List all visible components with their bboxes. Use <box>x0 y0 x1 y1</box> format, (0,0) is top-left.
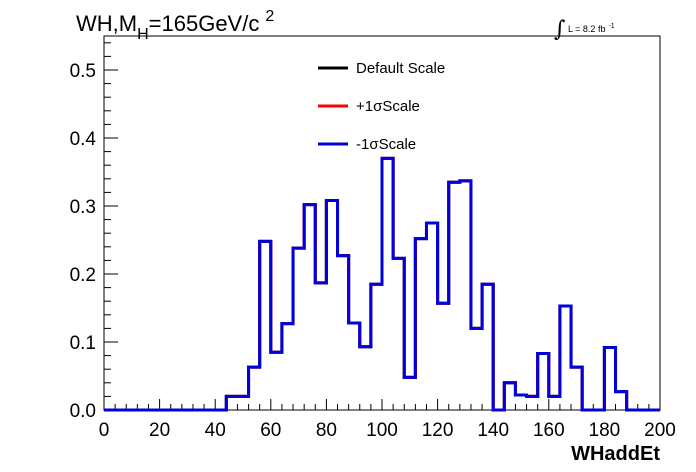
lumi-superscript: -1 <box>608 23 614 30</box>
y-tick-label: 0.5 <box>70 61 96 82</box>
x-tick-label: 200 <box>644 420 676 441</box>
series-line-2 <box>104 156 660 412</box>
series-layer <box>104 156 660 412</box>
x-axis: 0 20 40 60 80 100 120 140 160 180 200 <box>99 399 676 441</box>
x-tick-label: 100 <box>366 420 398 441</box>
legend: Default Scale +1σScale -1σScale <box>318 60 445 153</box>
y-axis: 0.0 0.1 0.2 0.3 0.4 0.5 <box>70 42 118 422</box>
title-subscript: H <box>137 26 149 43</box>
x-tick-label: 40 <box>205 420 226 441</box>
y-tick-label: 0.0 <box>70 401 96 422</box>
title-superscript: 2 <box>265 8 274 25</box>
y-tick-label: 0.2 <box>70 265 96 286</box>
x-tick-label: 60 <box>260 420 281 441</box>
legend-label-1: +1σScale <box>356 98 420 115</box>
x-tick-label: 80 <box>316 420 337 441</box>
chart-title: WH,MH=165GeV/c 2 <box>76 8 274 43</box>
y-tick-label: 0.1 <box>70 333 96 354</box>
lumi-integral-symbol: ∫ <box>554 17 566 42</box>
x-tick-label: 160 <box>533 420 565 441</box>
x-tick-label: 0 <box>99 420 110 441</box>
legend-label-0: Default Scale <box>356 60 445 77</box>
x-tick-label: 140 <box>477 420 509 441</box>
x-tick-label: 20 <box>149 420 170 441</box>
lumi-label: L = 8.2 fb -1 <box>568 23 615 34</box>
x-tick-label: 180 <box>589 420 621 441</box>
title-main: WH,M <box>76 11 137 36</box>
title-rest: =165GeV/c <box>149 11 260 36</box>
y-tick-label: 0.4 <box>70 129 97 150</box>
x-axis-label: WHaddEt <box>571 443 660 465</box>
y-tick-label: 0.3 <box>70 197 96 218</box>
x-tick-label: 120 <box>422 420 454 441</box>
lumi-text: L = 8.2 fb <box>568 24 605 34</box>
legend-label-2: -1σScale <box>356 136 416 153</box>
